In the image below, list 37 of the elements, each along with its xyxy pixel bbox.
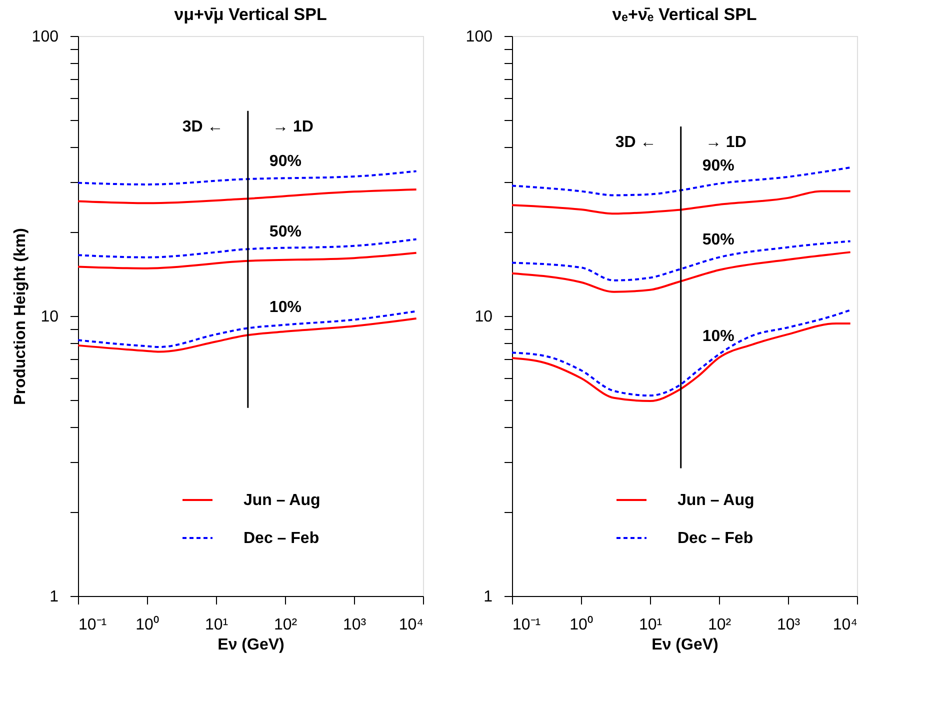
annotation: 10%: [269, 298, 302, 316]
x-tick-label: 10⁰: [136, 616, 160, 634]
y-tick-label: 1: [484, 588, 493, 606]
x-tick-label: 10³: [342, 616, 367, 634]
chart-title: νₑ+ν̄ₑ Vertical SPL: [612, 5, 757, 24]
x-tick-label: 10¹: [204, 616, 228, 634]
y-tick-label: 1: [50, 588, 59, 606]
annotation: 3D ←: [182, 118, 224, 136]
chart-title: νμ+ν̄μ Vertical SPL: [174, 5, 327, 24]
x-tick-label: 10²: [274, 616, 298, 634]
y-tick-label: 10: [40, 308, 59, 326]
x-tick-label: 10⁴: [398, 616, 424, 634]
x-axis-title: Eν (GeV): [652, 636, 718, 654]
legend-label: Jun – Aug: [678, 492, 754, 509]
annotation: 90%: [702, 158, 734, 175]
y-tick-label: 100: [32, 28, 59, 46]
y-axis-title: Production Height (km): [12, 228, 29, 405]
annotation: → 1D: [705, 134, 746, 152]
x-axis-title: Eν (GeV): [218, 636, 284, 654]
y-tick-label: 10: [474, 308, 493, 326]
x-tick-label: 10⁰: [570, 616, 594, 634]
annotation: 3D ←: [615, 134, 656, 152]
x-tick-label: 10⁻¹: [78, 616, 107, 634]
annotation: 50%: [702, 231, 734, 248]
annotation: → 1D: [272, 118, 314, 136]
annotation: 50%: [269, 223, 302, 240]
x-tick-label: 10⁴: [832, 616, 858, 634]
x-tick-label: 10¹: [638, 616, 662, 634]
legend-label: Dec – Feb: [678, 530, 754, 547]
y-tick-label: 100: [466, 28, 493, 46]
legend-label: Dec – Feb: [244, 530, 320, 547]
x-tick-label: 10³: [776, 616, 801, 634]
legend-label: Jun – Aug: [244, 492, 320, 509]
x-tick-label: 10²: [708, 616, 732, 634]
x-tick-label: 10⁻¹: [512, 616, 541, 634]
annotation: 90%: [269, 153, 302, 170]
annotation: 10%: [702, 328, 734, 346]
